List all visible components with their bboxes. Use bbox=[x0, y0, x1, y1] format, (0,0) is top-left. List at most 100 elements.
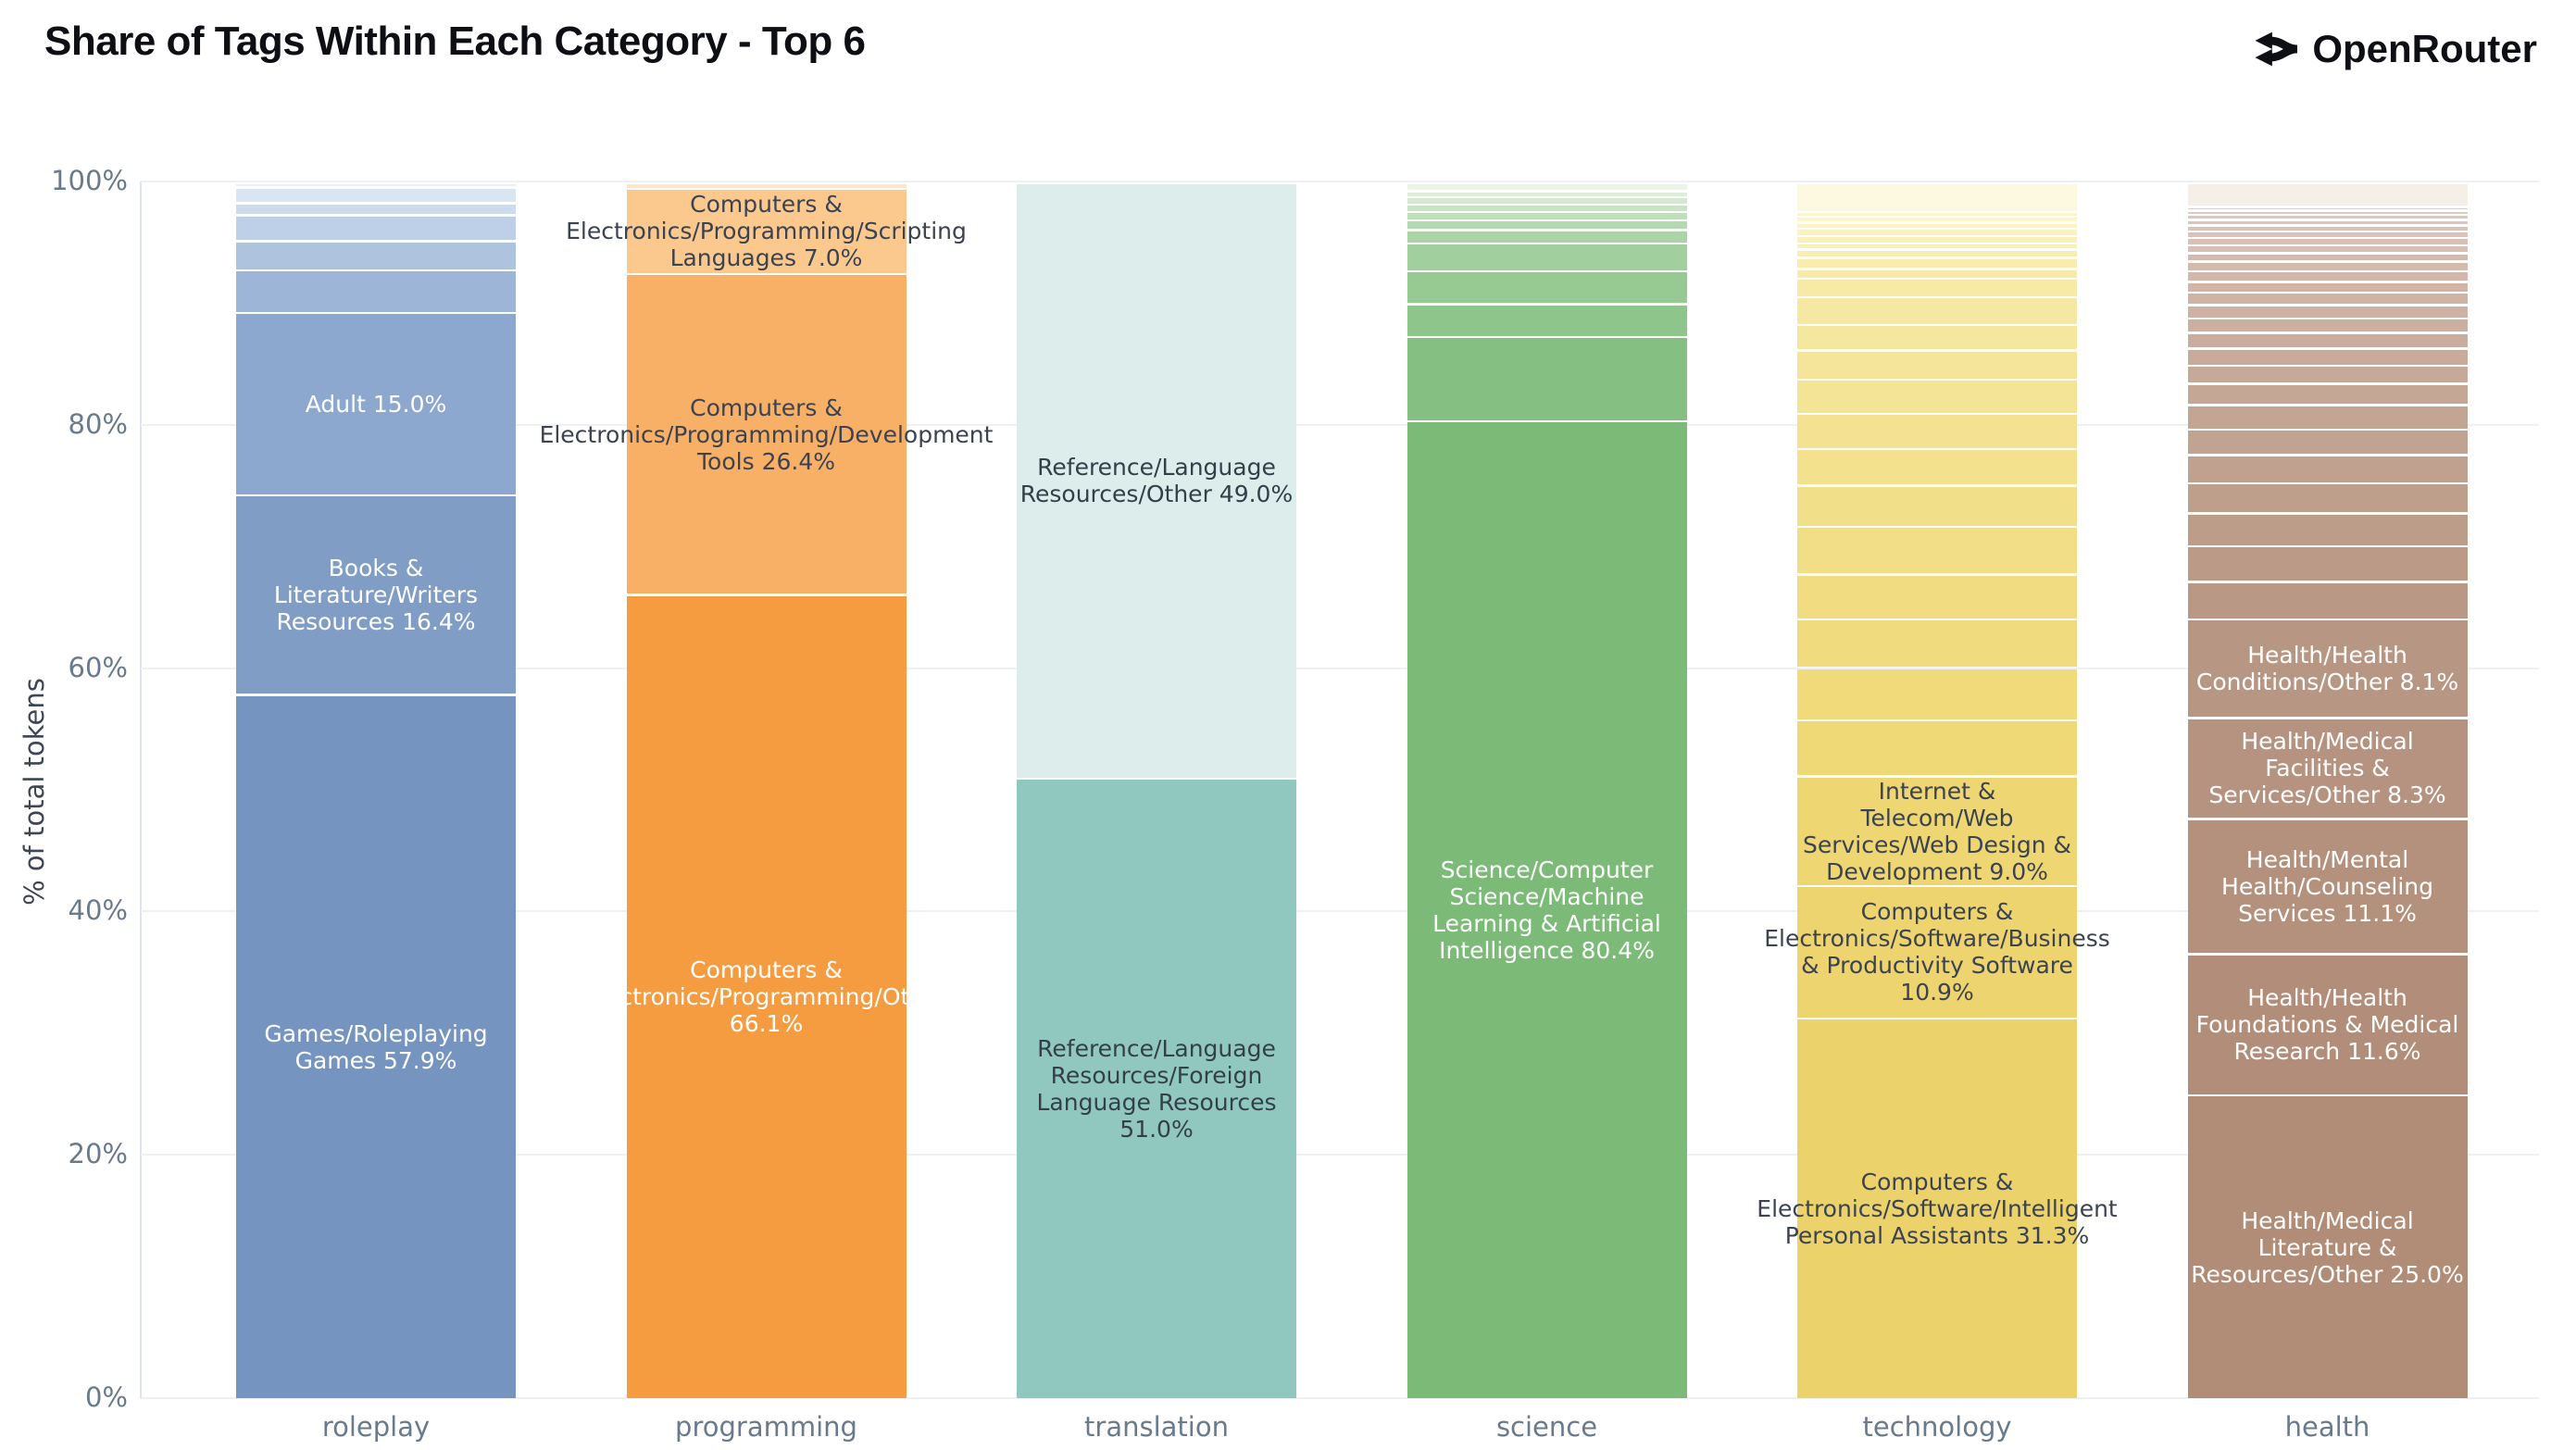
bar-segment-technology-7[interactable] bbox=[1797, 528, 2077, 574]
bar-science: Science/Computer Science/Machine Learnin… bbox=[1407, 181, 1687, 1398]
bar-segment-health-26[interactable] bbox=[2187, 226, 2468, 231]
bar-segment-technology-11[interactable] bbox=[1797, 381, 2077, 413]
bar-segment-roleplay-3[interactable] bbox=[236, 271, 516, 312]
bar-segment-science-4[interactable] bbox=[1407, 244, 1687, 270]
bar-segment-health-15[interactable] bbox=[2187, 333, 2468, 348]
openrouter-brand[interactable]: OpenRouter bbox=[2253, 26, 2537, 72]
bar-segment-health-9[interactable] bbox=[2187, 456, 2468, 482]
bar-segment-technology-22[interactable] bbox=[1797, 223, 2077, 228]
bar-segment-translation-1[interactable]: Reference/Language Resources/Other 49.0% bbox=[1017, 183, 1296, 778]
bar-segment-health-22[interactable] bbox=[2187, 254, 2468, 261]
bar-segment-roleplay-4[interactable] bbox=[236, 242, 516, 269]
bar-segment-health-25[interactable] bbox=[2187, 232, 2468, 237]
bar-segment-technology-6[interactable] bbox=[1797, 575, 2077, 619]
bar-segment-roleplay-0[interactable]: Games/Roleplaying Games 57.9% bbox=[236, 695, 516, 1398]
bar-segment-technology-18[interactable] bbox=[1797, 250, 2077, 257]
bar-segment-health-1[interactable]: Health/Health Foundations & Medical Rese… bbox=[2187, 955, 2468, 1094]
bar-segment-health-21[interactable] bbox=[2187, 262, 2468, 270]
bar-segment-technology-25[interactable] bbox=[1797, 183, 2077, 211]
bar-segment-technology-2[interactable]: Internet & Telecom/Web Services/Web Desi… bbox=[1797, 778, 2077, 885]
bar-segment-health-2[interactable]: Health/Mental Health/Counseling Services… bbox=[2187, 819, 2468, 954]
bar-segment-science-5[interactable] bbox=[1407, 231, 1687, 243]
bar-segment-health-27[interactable] bbox=[2187, 220, 2468, 224]
bar-segment-programming-2[interactable]: Computers & Electronics/Programming/Scri… bbox=[566, 190, 967, 273]
bar-segment-health-8[interactable] bbox=[2187, 484, 2468, 513]
bar-programming: Computers & Electronics/Programming/Othe… bbox=[540, 181, 993, 1398]
bar-segment-health-20[interactable] bbox=[2187, 272, 2468, 281]
bar-segment-programming-3[interactable] bbox=[626, 183, 907, 188]
bar-segment-health-6[interactable] bbox=[2187, 547, 2468, 581]
bar-segment-technology-8[interactable] bbox=[1797, 486, 2077, 526]
y-tick-label-80: 80% bbox=[68, 407, 128, 440]
bar-segment-technology-12[interactable] bbox=[1797, 351, 2077, 379]
bar-segment-technology-14[interactable] bbox=[1797, 298, 2077, 324]
bar-segment-science-8[interactable] bbox=[1407, 206, 1687, 211]
bar-segment-translation-0[interactable]: Reference/Language Resources/Foreign Lan… bbox=[1017, 780, 1296, 1398]
bar-segment-health-23[interactable] bbox=[2187, 246, 2468, 253]
bar-segment-health-10[interactable] bbox=[2187, 431, 2468, 455]
bar-segment-health-12[interactable] bbox=[2187, 384, 2468, 405]
chart-title: Share of Tags Within Each Category - Top… bbox=[44, 19, 866, 64]
x-axis-label-science: science bbox=[1495, 1411, 1598, 1443]
bar-segment-science-1[interactable] bbox=[1407, 338, 1687, 420]
openrouter-brand-name: OpenRouter bbox=[2312, 27, 2537, 70]
bar-segment-technology-17[interactable] bbox=[1797, 258, 2077, 269]
bar-segment-science-3[interactable] bbox=[1407, 272, 1687, 304]
bar-segment-technology-23[interactable] bbox=[1797, 218, 2077, 222]
x-axis-label-programming: programming bbox=[675, 1411, 857, 1443]
gridline-0 bbox=[141, 1397, 2539, 1399]
bar-segment-science-10[interactable] bbox=[1407, 192, 1687, 196]
bar-segment-health-7[interactable] bbox=[2187, 514, 2468, 545]
bar-segment-health-30[interactable] bbox=[2187, 207, 2468, 210]
bar-segment-science-11[interactable] bbox=[1407, 183, 1687, 191]
bar-segment-technology-15[interactable] bbox=[1797, 280, 2077, 296]
bar-segment-roleplay-6[interactable] bbox=[236, 204, 516, 215]
bar-segment-roleplay-2[interactable]: Adult 15.0% bbox=[236, 314, 516, 494]
bar-segment-technology-0[interactable]: Computers & Electronics/Software/Intelli… bbox=[1757, 1019, 2118, 1398]
bar-segment-science-0[interactable]: Science/Computer Science/Machine Learnin… bbox=[1407, 422, 1687, 1398]
bar-segment-science-2[interactable] bbox=[1407, 305, 1687, 336]
bar-segment-health-3[interactable]: Health/Medical Facilities & Services/Oth… bbox=[2187, 719, 2468, 819]
bar-segment-health-29[interactable] bbox=[2187, 211, 2468, 214]
bar-segment-health-5[interactable] bbox=[2187, 582, 2468, 619]
bar-segment-roleplay-1[interactable]: Books & Literature/Writers Resources 16.… bbox=[236, 496, 516, 694]
bar-segment-technology-19[interactable] bbox=[1797, 244, 2077, 249]
bar-technology: Computers & Electronics/Software/Intelli… bbox=[1757, 181, 2118, 1398]
bar-segment-programming-1[interactable]: Computers & Electronics/Programming/Deve… bbox=[540, 275, 993, 594]
gridline-20 bbox=[141, 1154, 2539, 1156]
bar-segment-technology-3[interactable] bbox=[1797, 721, 2077, 776]
y-tick-label-100: 100% bbox=[51, 165, 128, 196]
bar-segment-technology-10[interactable] bbox=[1797, 415, 2077, 448]
x-axis-label-translation: translation bbox=[1084, 1411, 1229, 1443]
bar-segment-health-24[interactable] bbox=[2187, 239, 2468, 244]
bar-segment-science-7[interactable] bbox=[1407, 213, 1687, 219]
bar-segment-science-9[interactable] bbox=[1407, 198, 1687, 204]
bar-segment-health-11[interactable] bbox=[2187, 406, 2468, 429]
bar-segment-roleplay-8[interactable] bbox=[236, 183, 516, 187]
bar-segment-technology-24[interactable] bbox=[1797, 213, 2077, 216]
bar-segment-health-4[interactable]: Health/Health Conditions/Other 8.1% bbox=[2187, 620, 2468, 718]
bar-segment-health-31[interactable] bbox=[2187, 183, 2468, 206]
bar-segment-health-18[interactable] bbox=[2187, 294, 2468, 305]
bar-segment-health-13[interactable] bbox=[2187, 367, 2468, 383]
segment-label: Reference/Language Resources/Other 49.0% bbox=[1019, 454, 1294, 508]
bar-segment-health-14[interactable] bbox=[2187, 349, 2468, 365]
bar-segment-technology-16[interactable] bbox=[1797, 269, 2077, 278]
bar-segment-technology-5[interactable] bbox=[1797, 620, 2077, 668]
bar-segment-health-28[interactable] bbox=[2187, 216, 2468, 219]
bar-segment-technology-1[interactable]: Computers & Electronics/Software/Busines… bbox=[1764, 887, 2110, 1018]
bar-health: Health/Medical Literature & Resources/Ot… bbox=[2187, 181, 2468, 1398]
bar-segment-health-0[interactable]: Health/Medical Literature & Resources/Ot… bbox=[2187, 1096, 2468, 1398]
bar-segment-roleplay-5[interactable] bbox=[236, 216, 516, 241]
bar-segment-roleplay-7[interactable] bbox=[236, 188, 516, 203]
bar-segment-health-16[interactable] bbox=[2187, 319, 2468, 332]
bar-segment-programming-0[interactable]: Computers & Electronics/Programming/Othe… bbox=[584, 595, 948, 1398]
bar-segment-technology-13[interactable] bbox=[1797, 326, 2077, 350]
bar-segment-health-17[interactable] bbox=[2187, 306, 2468, 318]
bar-segment-technology-9[interactable] bbox=[1797, 450, 2077, 485]
bar-segment-technology-20[interactable] bbox=[1797, 237, 2077, 243]
bar-segment-technology-21[interactable] bbox=[1797, 230, 2077, 235]
bar-segment-science-6[interactable] bbox=[1407, 221, 1687, 230]
bar-segment-health-19[interactable] bbox=[2187, 282, 2468, 292]
bar-segment-technology-4[interactable] bbox=[1797, 669, 2077, 719]
